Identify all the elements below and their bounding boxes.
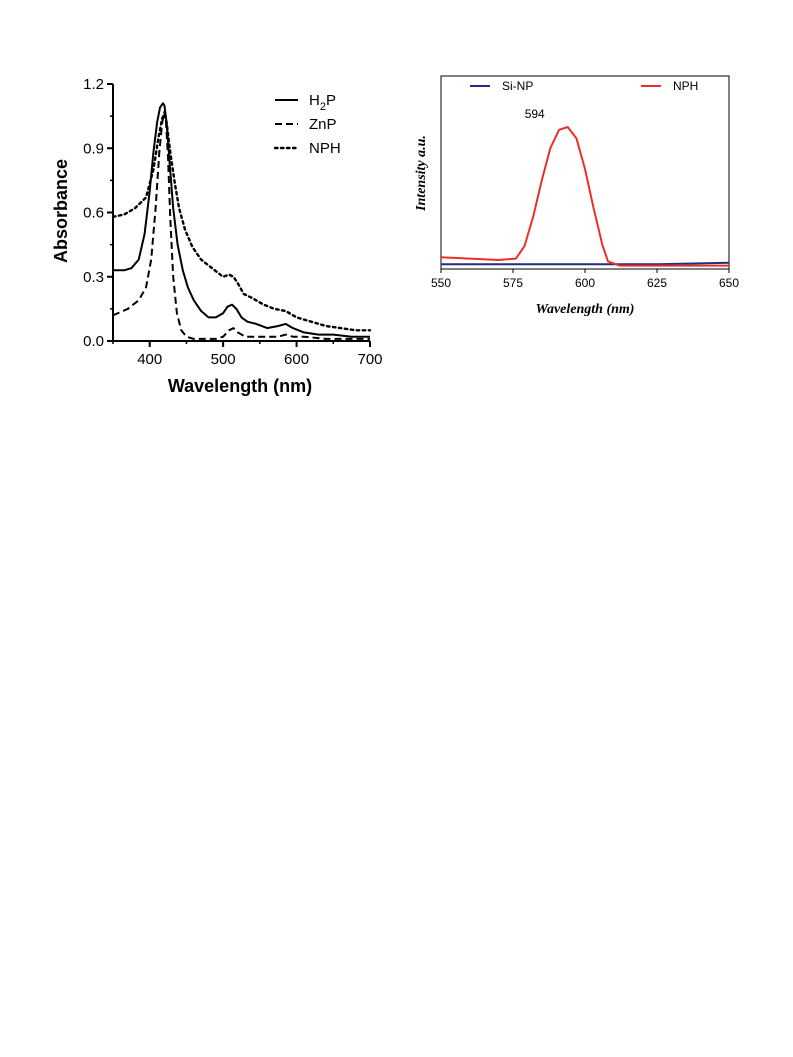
y-tick-label: 1.2	[83, 76, 104, 93]
series-line-nph	[111, 112, 372, 332]
series-line-si-np	[441, 261, 730, 266]
x-tick-label: 700	[357, 351, 382, 368]
x-axis-title: Wavelength (nm)	[168, 376, 312, 396]
legend-label-2: Si-NP	[502, 79, 533, 93]
series-line-znp	[112, 110, 370, 340]
y-tick-label: 0.0	[83, 333, 104, 350]
legend-label: ZnP	[309, 116, 337, 133]
series-line-h2p	[113, 102, 370, 338]
legend-label-2: NPH	[673, 79, 698, 93]
x-axis-title-2: Wavelength (nm)	[536, 302, 635, 317]
x-tick-label-2: 550	[431, 276, 451, 290]
x-tick-label: 400	[137, 351, 162, 368]
x-tick-label: 600	[284, 351, 309, 368]
legend-label-main: ZnP	[309, 116, 337, 133]
y-axis-title: Absorbance	[51, 159, 71, 263]
x-tick-label-2: 625	[647, 276, 667, 290]
emission-legend: Si-NP NPH	[470, 79, 698, 93]
legend-label-main: H	[309, 92, 320, 109]
y-axis-title-2: Intensity a.u.	[414, 135, 429, 212]
series-line-nph	[440, 126, 729, 267]
emission-series-lines	[440, 126, 730, 267]
legend-label-tail: P	[326, 92, 336, 109]
peak-annotation: 594	[525, 107, 545, 121]
x-tick-label-2: 575	[503, 276, 523, 290]
absorbance-series-lines	[111, 102, 372, 340]
legend-label-main: NPH	[309, 140, 341, 157]
legend-label: H2P	[309, 92, 336, 113]
x-tick-label-2: 600	[575, 276, 595, 290]
y-tick-label: 0.3	[83, 269, 104, 286]
absorbance-axes: 0.0 0.3 0.6 0.9 1.2 400 500 600 700	[83, 76, 382, 368]
y-tick-label: 0.9	[83, 140, 104, 157]
legend-label-subscript: 2	[320, 101, 326, 113]
x-tick-label: 500	[211, 351, 236, 368]
emission-axes: 550 575 600 625 650	[431, 269, 739, 290]
y-tick-label: 0.6	[83, 205, 104, 222]
legend-label: NPH	[309, 140, 341, 157]
absorbance-legend: H2P ZnP NPH	[273, 92, 341, 157]
x-tick-label-2: 650	[719, 276, 739, 290]
